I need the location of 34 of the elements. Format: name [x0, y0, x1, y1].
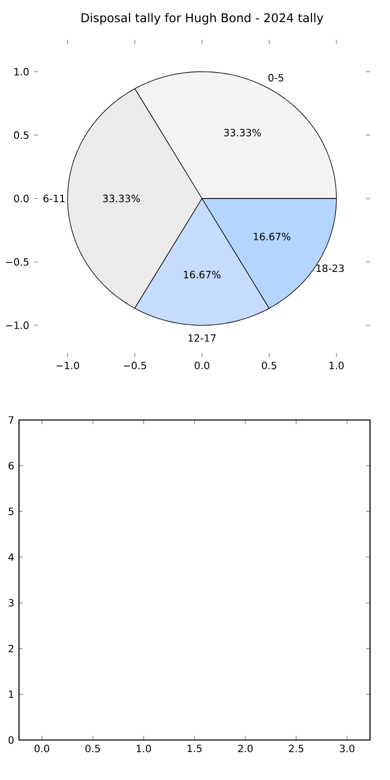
y-tick-label: 7 [8, 416, 14, 424]
text: 0.5 [14, 131, 28, 139]
slice-label: 12-17 [188, 334, 216, 342]
x-tick-label: 3.0 [340, 744, 354, 752]
data-label: 33.33% [224, 128, 261, 136]
slice-label: 0-5 [268, 74, 284, 82]
slice-label: 18-23 [316, 264, 344, 272]
data-label: 16.67% [254, 232, 290, 240]
data-label: 16.67% [184, 270, 220, 278]
y-tick-label: 6 [8, 462, 14, 470]
x-tick-label: 1.5 [188, 744, 202, 752]
slice-label: 6-11 [44, 194, 65, 202]
x-tick-label: 2.0 [238, 744, 253, 752]
x-tick-label: 0.0 [34, 744, 50, 752]
text: −1.0 [56, 362, 80, 370]
text: −1.0 [6, 322, 29, 330]
x-tick-label: 2.5 [289, 744, 304, 752]
x-tick-label: 0.5 [85, 744, 100, 752]
y-tick-label: 5 [8, 508, 14, 516]
text: 1.0 [330, 362, 344, 370]
y-tick-label: 0 [8, 736, 14, 744]
text: 0.0 [194, 362, 210, 370]
chart-title: Disposal tally for Hugh Bond - 2024 tally [82, 13, 324, 25]
text: 0.5 [262, 362, 276, 370]
y-tick-label: 2 [8, 644, 14, 652]
text: −0.5 [124, 362, 146, 370]
y-tick-label: 1 [9, 690, 14, 698]
text: 0.0 [14, 194, 29, 202]
y-tick-label: 3 [8, 599, 14, 607]
text: −0.5 [6, 258, 28, 266]
x-tick-label: 1.0 [136, 744, 151, 752]
y-tick-label: 4 [8, 554, 14, 561]
text: 1.0 [14, 68, 29, 76]
data-label: 33.33% [103, 194, 140, 202]
